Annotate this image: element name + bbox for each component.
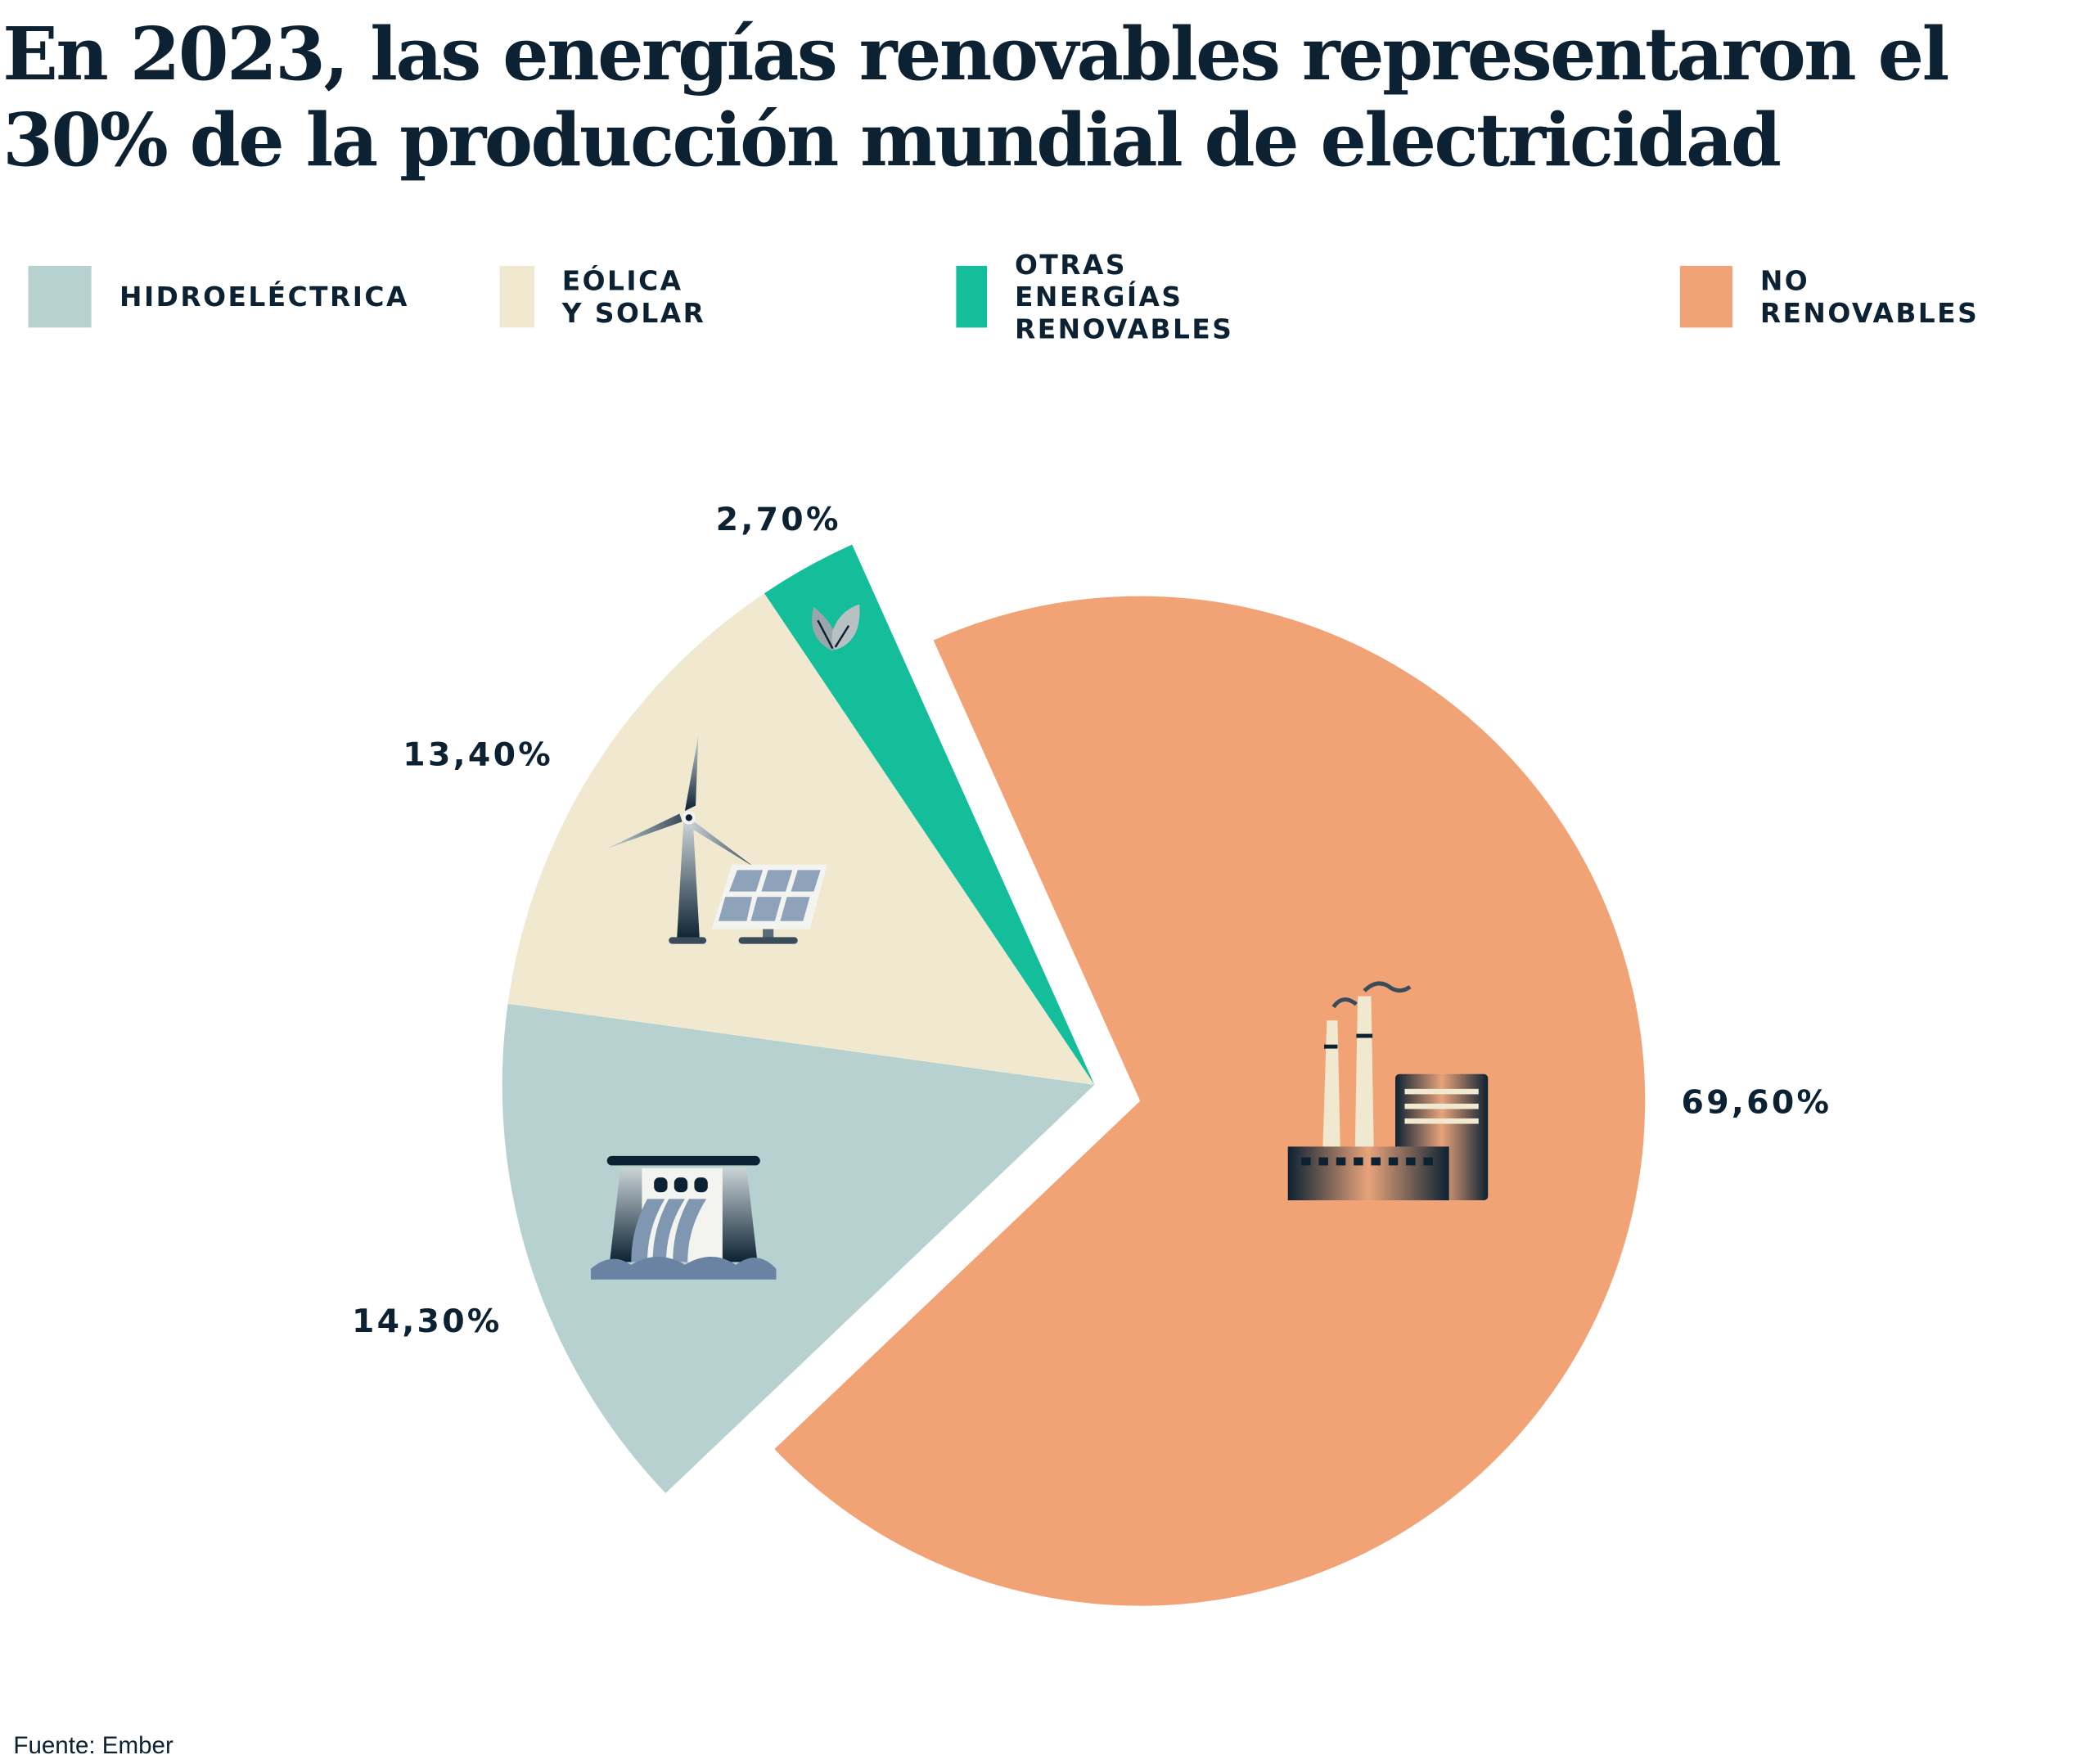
legend-item-non-renewable: NO RENOVABLES: [1679, 264, 1990, 330]
hydro-dam-icon: [591, 1155, 777, 1280]
source-note: Fuente: Ember: [13, 1731, 173, 1759]
legend-item-hydro: HIDROELÉCTRICA: [28, 265, 409, 328]
legend-swatch: [956, 265, 987, 328]
leaf-icon: [812, 604, 860, 651]
legend-swatch: [1679, 265, 1732, 328]
slice-other: [764, 544, 1095, 1085]
slice-hydro: [502, 1003, 1095, 1493]
legend-label: HIDROELÉCTRICA: [119, 280, 409, 313]
legend-item-other: OTRAS ENERGÍAS RENOVABLES: [956, 249, 1266, 345]
factory-icon: [1287, 981, 1489, 1201]
wind-solar-icon: [606, 736, 827, 944]
legend-label: NO RENOVABLES: [1759, 264, 1980, 330]
data-label-non-renewable: 69,60%: [1681, 1083, 1832, 1122]
slice-non-renewable: [774, 596, 1646, 1606]
legend-swatch: [28, 265, 92, 328]
legend-label: EÓLICA Y SOLAR: [561, 264, 706, 330]
data-label-other: 2,70%: [715, 501, 841, 539]
legend-item-wind-solar: EÓLICA Y SOLAR: [499, 264, 711, 330]
slice-wind-solar: [507, 593, 1095, 1085]
legend-label: OTRAS ENERGÍAS RENOVABLES: [1015, 248, 1234, 345]
data-label-hydro: 14,30%: [351, 1302, 502, 1340]
data-label-wind-solar: 13,40%: [403, 736, 554, 774]
chart-title: En 2023, las energías renovables represe…: [2, 11, 1949, 183]
legend-swatch: [499, 265, 534, 328]
